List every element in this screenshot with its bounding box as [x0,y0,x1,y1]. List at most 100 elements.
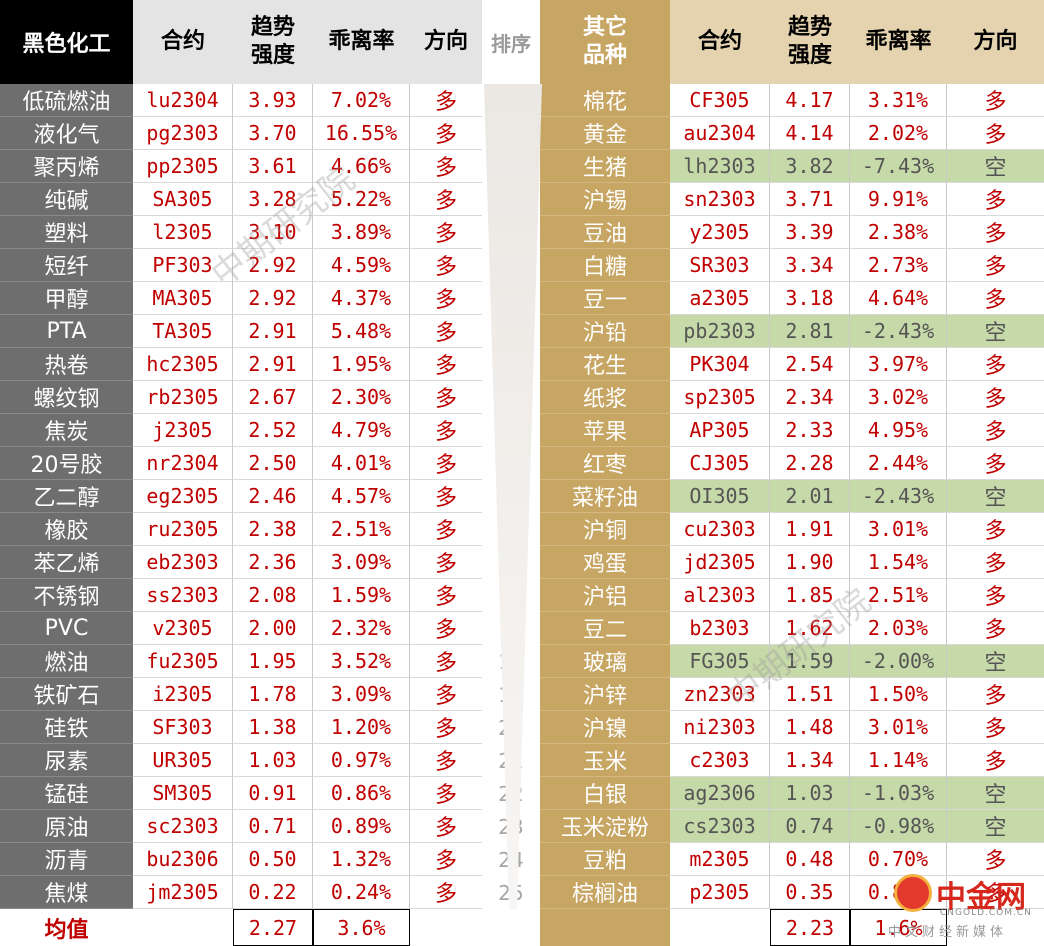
right-row-direction: 多 [947,216,1044,249]
left-row-strength: 3.28 [233,183,313,216]
left-row-name: 不锈钢 [0,579,133,612]
left-row-name: 原油 [0,810,133,843]
right-row-deviation: 4.64% [850,282,947,315]
right-row-strength: 1.48 [770,711,850,744]
left-row-contract: ru2305 [133,513,233,546]
average-right-strength: 2.23 [770,909,850,946]
right-row-deviation: 1.54% [850,546,947,579]
right-row-strength: 0.48 [770,843,850,876]
left-row-strength: 2.50 [233,447,313,480]
left-row-deviation: 4.66% [313,150,410,183]
right-row-name: 白糖 [540,249,670,282]
rank-number: 16 [498,583,524,608]
left-row-direction: 多 [410,777,482,810]
left-row-name: 焦煤 [0,876,133,909]
right-row-contract: y2305 [670,216,770,249]
right-row-deviation: 2.51% [850,579,947,612]
right-row-deviation: 2.03% [850,612,947,645]
left-row-deviation: 2.51% [313,513,410,546]
right-row-deviation: 3.31% [850,84,947,117]
right-row-contract: m2305 [670,843,770,876]
left-row-deviation: 4.57% [313,480,410,513]
right-row-contract: cu2303 [670,513,770,546]
left-row-direction: 多 [410,84,482,117]
left-row-contract: pg2303 [133,117,233,150]
right-row-direction: 多 [947,513,1044,546]
header-deviation-left: 乖离率 [313,0,410,84]
left-row-strength: 0.22 [233,876,313,909]
left-row-direction: 多 [410,447,482,480]
right-row-direction: 多 [947,117,1044,150]
right-row-strength: 2.33 [770,414,850,447]
right-row-name: 沪锌 [540,678,670,711]
right-row-strength: 1.34 [770,744,850,777]
left-row-deviation: 0.89% [313,810,410,843]
right-row-deviation: 2.02% [850,117,947,150]
header-trend-strength-left: 趋势强度 [233,0,313,84]
right-row-direction: 多 [947,579,1044,612]
rank-number: 23 [498,814,524,839]
left-row-strength: 2.92 [233,249,313,282]
left-row-name: 焦炭 [0,414,133,447]
left-row-contract: l2305 [133,216,233,249]
left-row-deviation: 1.32% [313,843,410,876]
average-right-name-empty [540,909,670,946]
right-row-name: 沪铅 [540,315,670,348]
right-row-direction: 空 [947,480,1044,513]
left-row-deviation: 0.24% [313,876,410,909]
header-direction-right: 方向 [947,0,1044,84]
rank-number: 14 [498,517,524,542]
left-row-name: 尿素 [0,744,133,777]
right-row-deviation: -2.43% [850,480,947,513]
right-row-name: 玉米 [540,744,670,777]
header-contract-left: 合约 [133,0,233,84]
right-row-strength: 3.71 [770,183,850,216]
left-row-deviation: 4.79% [313,414,410,447]
right-row-direction: 多 [947,843,1044,876]
right-row-direction: 空 [947,810,1044,843]
left-row-contract: SM305 [133,777,233,810]
right-row-direction: 空 [947,315,1044,348]
left-row-contract: MA305 [133,282,233,315]
right-row-deviation: 3.97% [850,348,947,381]
header-trend-strength-right: 趋势强度 [770,0,850,84]
right-row-name: 豆粕 [540,843,670,876]
right-row-deviation: 3.02% [850,381,947,414]
right-row-contract: ag2306 [670,777,770,810]
rank-number: 1 [504,88,518,113]
left-row-contract: eg2305 [133,480,233,513]
left-row-contract: eb2303 [133,546,233,579]
rank-number: 10 [498,385,524,410]
left-row-contract: lu2304 [133,84,233,117]
left-row-name: 铁矿石 [0,678,133,711]
left-row-strength: 2.08 [233,579,313,612]
left-row-direction: 多 [410,876,482,909]
left-row-name: 短纤 [0,249,133,282]
right-row-name: 棕榈油 [540,876,670,909]
left-row-contract: rb2305 [133,381,233,414]
right-row-name: 菜籽油 [540,480,670,513]
right-row-strength: 2.34 [770,381,850,414]
left-row-contract: sc2303 [133,810,233,843]
rank-number: 17 [498,616,524,641]
rank-number: 19 [498,682,524,707]
left-row-contract: UR305 [133,744,233,777]
right-row-contract: pb2303 [670,315,770,348]
right-row-strength: 1.51 [770,678,850,711]
right-row-contract: au2304 [670,117,770,150]
left-row-deviation: 0.86% [313,777,410,810]
left-row-deviation: 5.48% [313,315,410,348]
right-row-name: 沪锡 [540,183,670,216]
left-row-direction: 多 [410,414,482,447]
right-row-strength: 3.82 [770,150,850,183]
left-row-direction: 多 [410,480,482,513]
right-row-contract: jd2305 [670,546,770,579]
left-row-deviation: 4.37% [313,282,410,315]
left-row-name: PVC [0,612,133,645]
right-row-contract: sp2305 [670,381,770,414]
left-row-deviation: 2.32% [313,612,410,645]
left-row-strength: 3.93 [233,84,313,117]
right-row-deviation: 3.01% [850,711,947,744]
left-row-strength: 2.00 [233,612,313,645]
right-row-contract: PK304 [670,348,770,381]
